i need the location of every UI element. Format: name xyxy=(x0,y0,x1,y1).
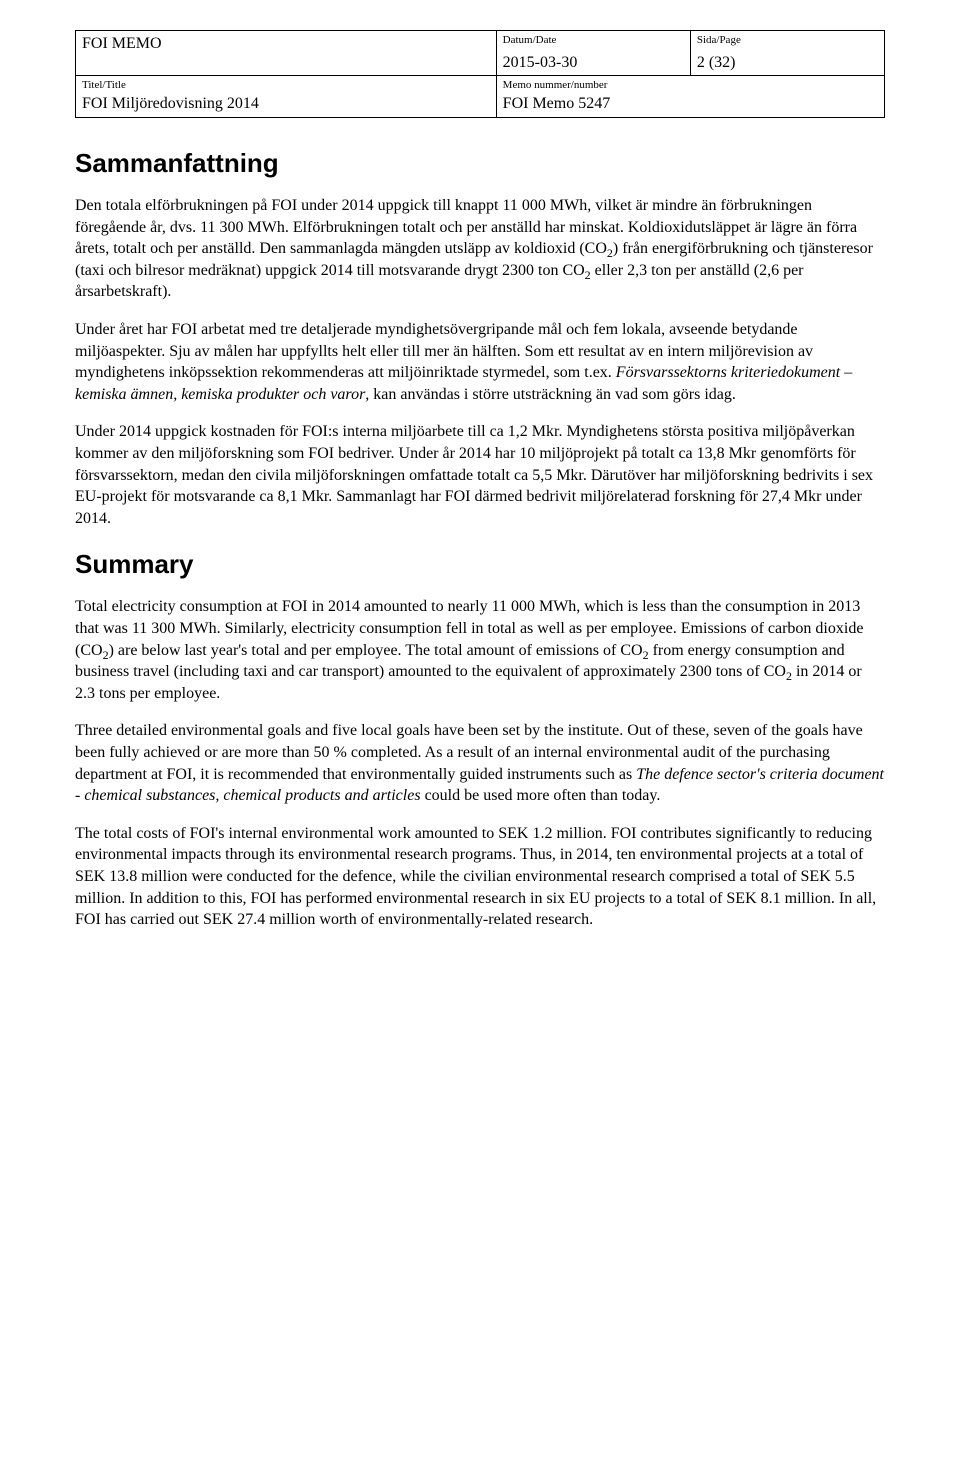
page-value: 2 (32) xyxy=(697,52,878,74)
memonum-label: Memo nummer/number xyxy=(503,78,878,93)
date-label: Datum/Date xyxy=(503,33,684,48)
page-label: Sida/Page xyxy=(697,33,878,48)
title-label: Titel/Title xyxy=(82,78,490,93)
document-header-table: FOI MEMO Datum/Date Sida/Page 2015-03-30… xyxy=(75,30,885,118)
text: ) are below last year's total and per em… xyxy=(109,642,643,659)
sv-paragraph-1: Den totala elförbrukningen på FOI under … xyxy=(75,195,885,303)
en-paragraph-1: Total electricity consumption at FOI in … xyxy=(75,596,885,704)
text: could be used more often than today. xyxy=(421,787,661,804)
memo-label: FOI MEMO xyxy=(82,35,162,52)
title-value: FOI Miljöredovisning 2014 xyxy=(82,93,490,115)
en-paragraph-3: The total costs of FOI's internal enviro… xyxy=(75,823,885,931)
text: , kan användas i större utsträckning än … xyxy=(365,386,736,403)
sv-paragraph-3: Under 2014 uppgick kostnaden för FOI:s i… xyxy=(75,421,885,529)
heading-sammanfattning: Sammanfattning xyxy=(75,146,885,181)
sv-paragraph-2: Under året har FOI arbetat med tre detal… xyxy=(75,319,885,405)
en-paragraph-2: Three detailed environmental goals and f… xyxy=(75,720,885,806)
date-value: 2015-03-30 xyxy=(503,52,684,74)
memonum-value: FOI Memo 5247 xyxy=(503,93,878,115)
heading-summary: Summary xyxy=(75,547,885,582)
